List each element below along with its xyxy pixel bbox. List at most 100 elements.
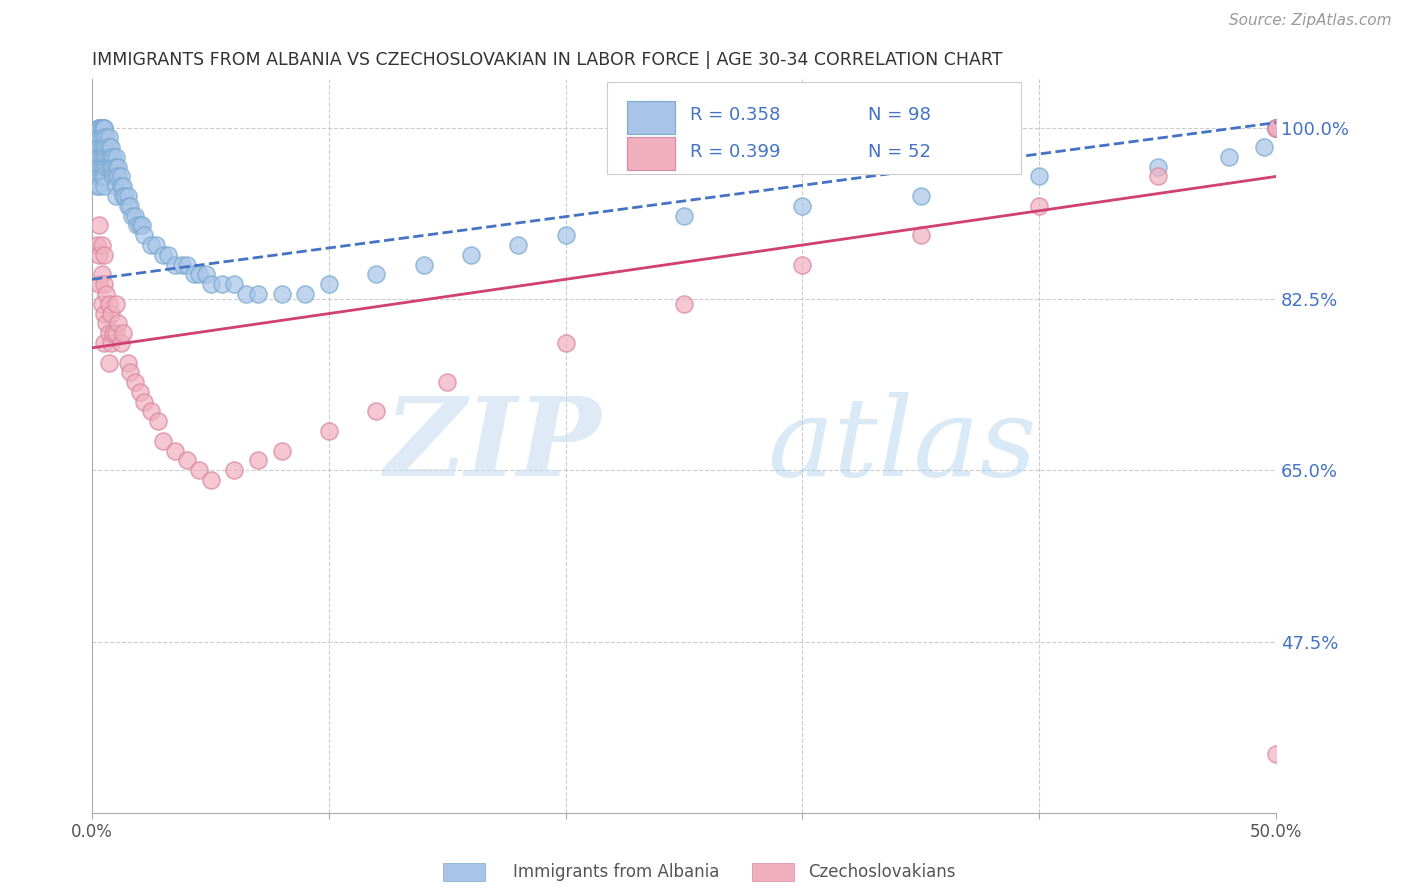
Point (86, 150, 108, 164)
Point (93, 335, 115, 350)
Point (89, 160, 111, 174)
Point (89, 277, 111, 292)
Point (103, 160, 125, 174)
Point (104, 189, 127, 203)
Point (224, 277, 246, 292)
Point (111, 189, 134, 203)
Point (93, 169, 115, 184)
Point (1028, 199, 1050, 213)
Point (100, 335, 122, 350)
FancyBboxPatch shape (627, 137, 675, 170)
Text: atlas: atlas (766, 392, 1036, 500)
Point (90, 297, 112, 311)
Point (141, 238, 163, 252)
Point (148, 414, 170, 428)
Text: R = 0.358: R = 0.358 (690, 106, 780, 124)
Point (1265, 120, 1288, 135)
Point (111, 179, 134, 194)
Point (86, 169, 108, 184)
Text: IMMIGRANTS FROM ALBANIA VS CZECHOSLOVAKIAN IN LABOR FORCE | AGE 30-34 CORRELATIO: IMMIGRANTS FROM ALBANIA VS CZECHOSLOVAKI… (93, 51, 1002, 69)
Point (111, 326, 134, 340)
Point (120, 365, 142, 379)
Point (910, 189, 932, 203)
Point (89, 179, 111, 194)
Point (89, 120, 111, 135)
Text: Immigrants from Albania: Immigrants from Albania (513, 863, 720, 881)
Point (673, 209, 696, 223)
Point (93, 160, 115, 174)
Point (89, 120, 111, 135)
Point (110, 169, 132, 184)
Point (120, 199, 142, 213)
Point (97, 160, 120, 174)
Point (90, 130, 112, 145)
Text: ZIP: ZIP (385, 392, 602, 500)
Point (97, 297, 120, 311)
Point (89, 120, 111, 135)
Point (246, 287, 269, 301)
Point (134, 228, 156, 243)
Point (93, 120, 115, 135)
Point (1146, 160, 1168, 174)
Point (121, 209, 143, 223)
Point (114, 189, 136, 203)
Point (673, 297, 696, 311)
Point (104, 169, 127, 184)
Text: N = 98: N = 98 (868, 106, 931, 124)
Point (86, 140, 108, 154)
Point (792, 258, 814, 272)
Point (1253, 140, 1275, 154)
Point (103, 150, 125, 164)
Text: N = 52: N = 52 (868, 143, 931, 161)
Point (89, 120, 111, 135)
Point (194, 268, 217, 282)
Point (96, 316, 118, 330)
Point (318, 424, 340, 438)
Point (318, 277, 340, 292)
Point (127, 219, 149, 233)
Point (366, 404, 388, 418)
Point (141, 404, 163, 418)
Point (100, 307, 122, 321)
Point (104, 297, 127, 311)
Point (100, 160, 122, 174)
Point (96, 140, 118, 154)
Point (124, 209, 146, 223)
Point (89, 150, 111, 164)
Point (1028, 169, 1050, 184)
FancyBboxPatch shape (607, 82, 1021, 174)
Point (96, 150, 118, 164)
Point (97, 326, 120, 340)
Point (93, 277, 115, 292)
Point (107, 169, 129, 184)
Point (104, 160, 127, 174)
Point (211, 277, 233, 292)
Point (89, 169, 111, 184)
Point (176, 453, 198, 467)
Point (90, 140, 112, 154)
Point (910, 228, 932, 243)
Point (90, 268, 112, 282)
Point (86, 160, 108, 174)
Point (145, 238, 167, 252)
Point (270, 287, 292, 301)
Point (104, 326, 127, 340)
Point (1146, 169, 1168, 184)
Point (86, 238, 108, 252)
Point (104, 150, 127, 164)
Point (104, 179, 127, 194)
Text: Source: ZipAtlas.com: Source: ZipAtlas.com (1229, 13, 1392, 29)
Point (176, 258, 198, 272)
Point (1265, 120, 1288, 135)
Point (96, 130, 118, 145)
Point (200, 473, 222, 487)
Point (90, 120, 112, 135)
Point (224, 463, 246, 477)
Point (89, 140, 111, 154)
Point (117, 355, 139, 369)
Point (128, 384, 150, 399)
Point (235, 287, 257, 301)
Point (1218, 150, 1240, 164)
Point (93, 150, 115, 164)
Point (246, 453, 269, 467)
